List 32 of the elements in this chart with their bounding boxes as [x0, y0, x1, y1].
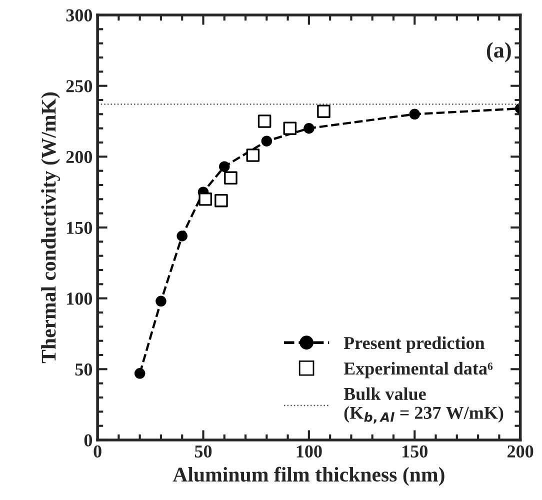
point — [246, 148, 260, 162]
x-tick-label: 0 — [94, 445, 102, 458]
y-tick-label: 250 — [66, 80, 92, 92]
point — [156, 296, 166, 307]
point — [214, 194, 228, 208]
legend-label: Present prediction — [344, 336, 485, 353]
point — [261, 136, 272, 146]
point — [317, 104, 330, 118]
y-tick-label: 200 — [66, 150, 92, 164]
point — [219, 161, 230, 172]
legend-label: Bulk value (K$_{b,Al}$ = 237 W/mK) — [344, 387, 504, 424]
y-tick-label: 300 — [66, 9, 92, 22]
y-tick-label: 100 — [67, 292, 92, 305]
point — [134, 368, 146, 379]
point — [258, 114, 272, 128]
y-axis-title: Thermal conductivity (W/mK) — [41, 92, 60, 364]
legend-label: Experimental data⁶ — [344, 362, 493, 378]
point — [224, 171, 238, 185]
x-tick-label: 50 — [194, 445, 212, 458]
x-tick-label: 150 — [402, 445, 428, 458]
point — [283, 122, 297, 135]
point — [176, 230, 188, 242]
y-tick-label: 150 — [67, 222, 92, 234]
x-tick-label: 100 — [296, 445, 322, 458]
y-tick-label: 50 — [75, 363, 92, 376]
point — [409, 108, 420, 120]
x-axis-title: Aluminum film thickness (nm) — [172, 466, 444, 486]
y-tick-label: 0 — [84, 434, 92, 446]
point — [198, 192, 212, 206]
x-tick-label: 200 — [508, 445, 534, 458]
point — [304, 122, 314, 134]
annotation: (a) — [486, 42, 511, 62]
